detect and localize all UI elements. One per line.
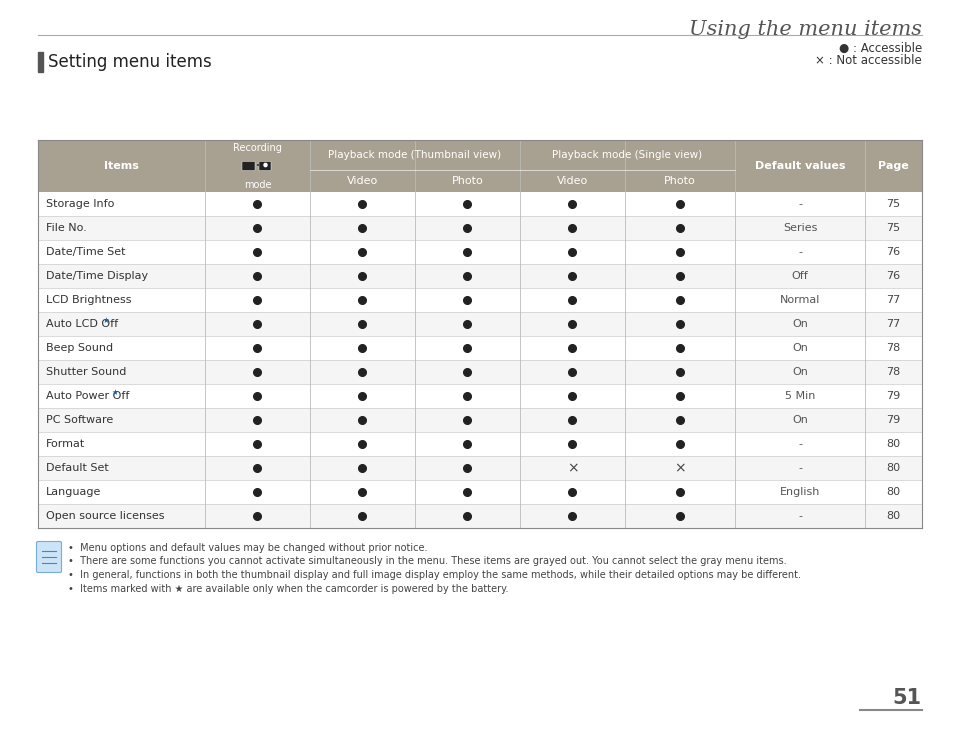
Text: 80: 80 [885,463,900,473]
Text: Recording: Recording [233,143,282,153]
FancyBboxPatch shape [258,161,271,171]
Text: Auto Power Off: Auto Power Off [46,391,130,401]
Text: Default Set: Default Set [46,463,109,473]
Text: Language: Language [46,487,101,497]
Text: Open source licenses: Open source licenses [46,511,164,521]
Text: 75: 75 [885,223,900,233]
Bar [38,360,921,384]
Text: •  Items marked with ★ are available only when the camcorder is powered by the b: • Items marked with ★ are available only… [68,583,508,593]
Text: ★: ★ [112,388,118,396]
Text: On: On [791,319,807,329]
Text: LCD Brightness: LCD Brightness [46,295,132,305]
Circle shape [263,163,268,167]
Text: 79: 79 [885,391,900,401]
Bar [38,384,921,408]
Bar [38,140,921,192]
Text: Playback mode (Single view): Playback mode (Single view) [552,150,701,160]
Text: On: On [791,367,807,377]
Text: 5 Min: 5 Min [784,391,814,401]
Text: Photo: Photo [663,176,695,186]
Text: -: - [797,199,801,209]
Text: 76: 76 [885,247,900,257]
FancyBboxPatch shape [36,542,61,572]
Text: Photo: Photo [451,176,483,186]
Text: Auto LCD Off: Auto LCD Off [46,319,118,329]
Text: ★: ★ [102,315,110,325]
Bar [38,192,921,216]
Wedge shape [255,163,260,167]
Text: Normal: Normal [779,295,820,305]
Text: 80: 80 [885,439,900,449]
Text: 80: 80 [885,487,900,497]
Text: 51: 51 [892,688,921,708]
Text: -: - [797,511,801,521]
Text: × : Not accessible: × : Not accessible [815,54,921,67]
Text: -: - [797,247,801,257]
Text: ● : Accessible: ● : Accessible [838,42,921,55]
Text: 77: 77 [885,295,900,305]
Text: •  Menu options and default values may be changed without prior notice.: • Menu options and default values may be… [68,543,427,553]
Bar [38,504,921,528]
Text: Date/Time Set: Date/Time Set [46,247,126,257]
Text: 75: 75 [885,199,900,209]
Text: Using the menu items: Using the menu items [688,20,921,39]
Bar [38,240,921,264]
Text: On: On [791,343,807,353]
Text: 80: 80 [885,511,900,521]
Bar [38,52,43,72]
Text: Storage Info: Storage Info [46,199,114,209]
Text: Video: Video [347,176,377,186]
Text: English: English [779,487,820,497]
Text: File No.: File No. [46,223,87,233]
Bar [38,264,921,288]
Text: Default values: Default values [754,161,844,171]
Text: •  In general, functions in both the thumbnail display and full image display em: • In general, functions in both the thum… [68,570,801,580]
Bar [38,456,921,480]
Text: Shutter Sound: Shutter Sound [46,367,126,377]
Text: Playback mode (Thumbnail view): Playback mode (Thumbnail view) [328,150,501,160]
Text: Format: Format [46,439,85,449]
Bar [38,336,921,360]
Text: 78: 78 [885,367,900,377]
Bar [38,408,921,432]
Text: PC Software: PC Software [46,415,113,425]
Text: •  There are some functions you cannot activate simultaneously in the menu. Thes: • There are some functions you cannot ac… [68,556,786,566]
Text: Beep Sound: Beep Sound [46,343,113,353]
Text: -: - [797,463,801,473]
Text: ×: × [566,461,578,475]
Text: 79: 79 [885,415,900,425]
Text: -: - [797,439,801,449]
Text: Page: Page [877,161,908,171]
Text: Date/Time Display: Date/Time Display [46,271,148,281]
FancyBboxPatch shape [242,161,254,171]
Text: 77: 77 [885,319,900,329]
Text: Setting menu items: Setting menu items [48,53,212,71]
Text: 76: 76 [885,271,900,281]
Text: Series: Series [782,223,817,233]
Bar [38,288,921,312]
Text: 78: 78 [885,343,900,353]
Text: mode: mode [244,180,271,190]
Bar [38,432,921,456]
Text: Video: Video [557,176,587,186]
Bar [38,480,921,504]
Text: Items: Items [104,161,139,171]
Bar [38,312,921,336]
Text: ×: × [674,461,685,475]
Bar [38,216,921,240]
Text: On: On [791,415,807,425]
Text: Off: Off [791,271,807,281]
